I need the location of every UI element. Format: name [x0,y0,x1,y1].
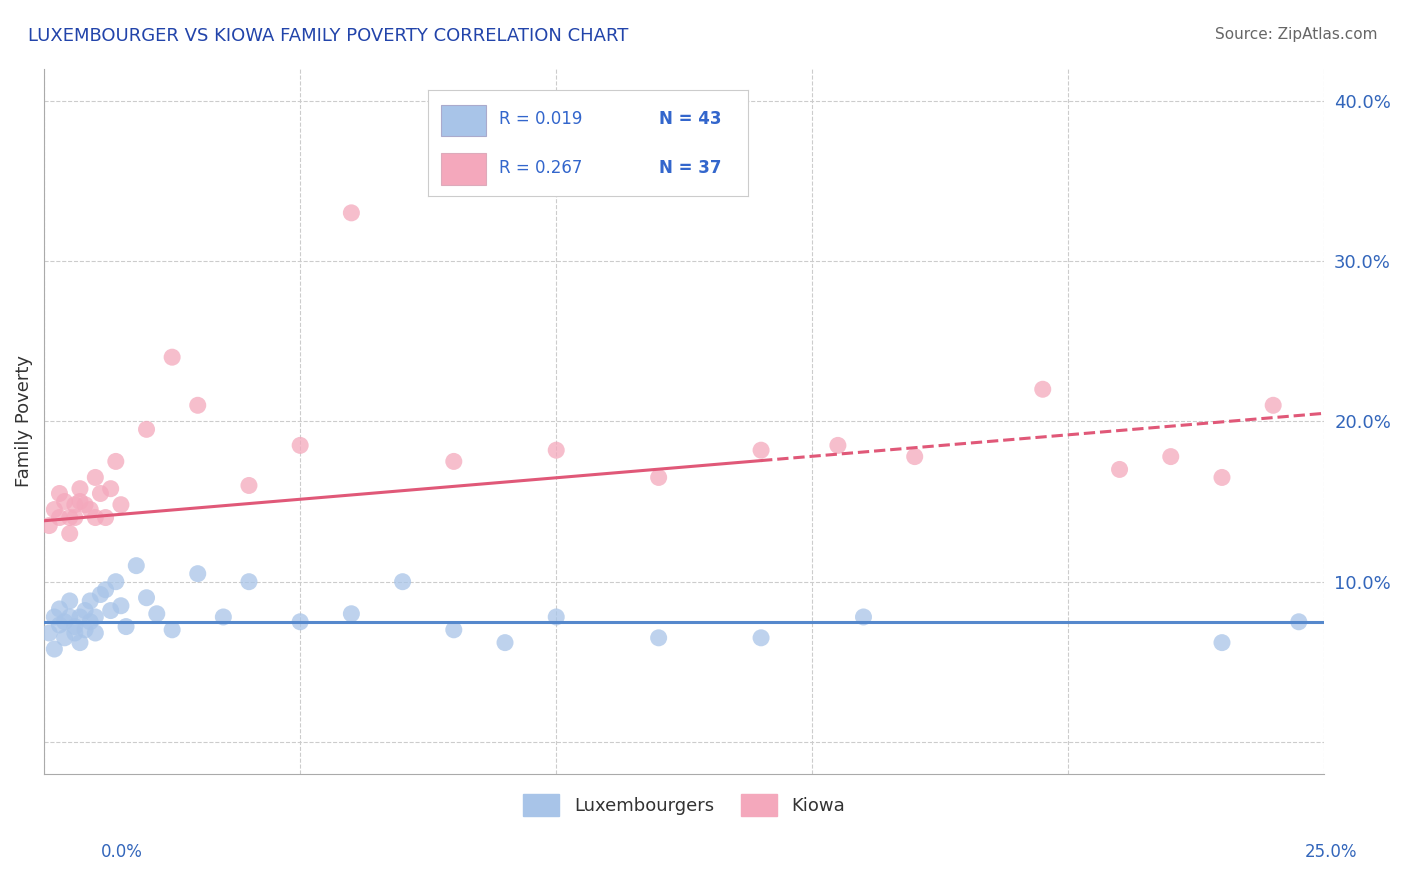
Point [69,482,91,496]
Point [48,510,70,524]
Point [75,498,97,512]
Point [94,510,117,524]
Point [79,594,101,608]
Point [288,438,311,452]
Point [115,619,138,633]
Point [63,619,86,633]
Text: Source: ZipAtlas.com: Source: ZipAtlas.com [1215,27,1378,42]
Point [53,615,76,629]
Point [44,642,66,657]
Point [647,470,669,484]
Point [75,603,97,617]
Point [110,599,132,613]
Point [443,623,465,637]
Point [100,482,122,496]
Point [546,443,568,458]
Point [125,558,148,573]
Point [84,470,107,484]
Point [84,610,107,624]
Point [852,610,875,624]
Point [1032,382,1054,396]
Point [160,623,183,637]
Point [212,610,235,624]
Text: 0.0%: 0.0% [101,843,143,861]
Point [288,615,311,629]
Point [69,494,91,508]
Point [63,498,86,512]
Point [187,566,209,581]
Point [494,635,516,649]
Point [135,422,157,436]
Point [63,626,86,640]
Point [391,574,413,589]
Point [749,443,772,458]
Text: 25.0%: 25.0% [1305,843,1357,861]
Text: LUXEMBOURGER VS KIOWA FAMILY POVERTY CORRELATION CHART: LUXEMBOURGER VS KIOWA FAMILY POVERTY COR… [28,27,628,45]
Point [135,591,157,605]
Point [110,498,132,512]
Point [340,607,363,621]
Point [79,502,101,516]
Point [44,610,66,624]
Point [443,454,465,468]
Point [1160,450,1182,464]
Point [89,587,111,601]
Point [53,494,76,508]
Point [1211,635,1233,649]
Point [89,486,111,500]
Point [69,635,91,649]
Point [146,607,169,621]
Point [100,603,122,617]
Point [340,206,363,220]
Point [59,526,82,541]
Point [546,610,568,624]
Point [238,478,260,492]
Point [187,398,209,412]
Point [48,618,70,632]
Point [59,510,82,524]
Point [904,450,927,464]
Point [59,594,82,608]
Point [44,502,66,516]
Point [84,510,107,524]
Point [38,626,60,640]
Point [75,623,97,637]
Point [827,438,849,452]
Point [38,518,60,533]
Point [647,631,669,645]
Point [94,582,117,597]
Point [104,454,127,468]
Point [160,350,183,364]
Point [53,631,76,645]
Point [749,631,772,645]
Point [84,626,107,640]
Point [59,610,82,624]
Point [48,486,70,500]
Point [48,602,70,616]
Legend: Luxembourgers, Kiowa: Luxembourgers, Kiowa [515,785,855,825]
Point [238,574,260,589]
Y-axis label: Family Poverty: Family Poverty [15,355,32,487]
Point [104,574,127,589]
Point [1263,398,1285,412]
Point [63,510,86,524]
Point [1288,615,1310,629]
Point [1211,470,1233,484]
Point [79,615,101,629]
Point [1108,462,1130,476]
Point [69,610,91,624]
